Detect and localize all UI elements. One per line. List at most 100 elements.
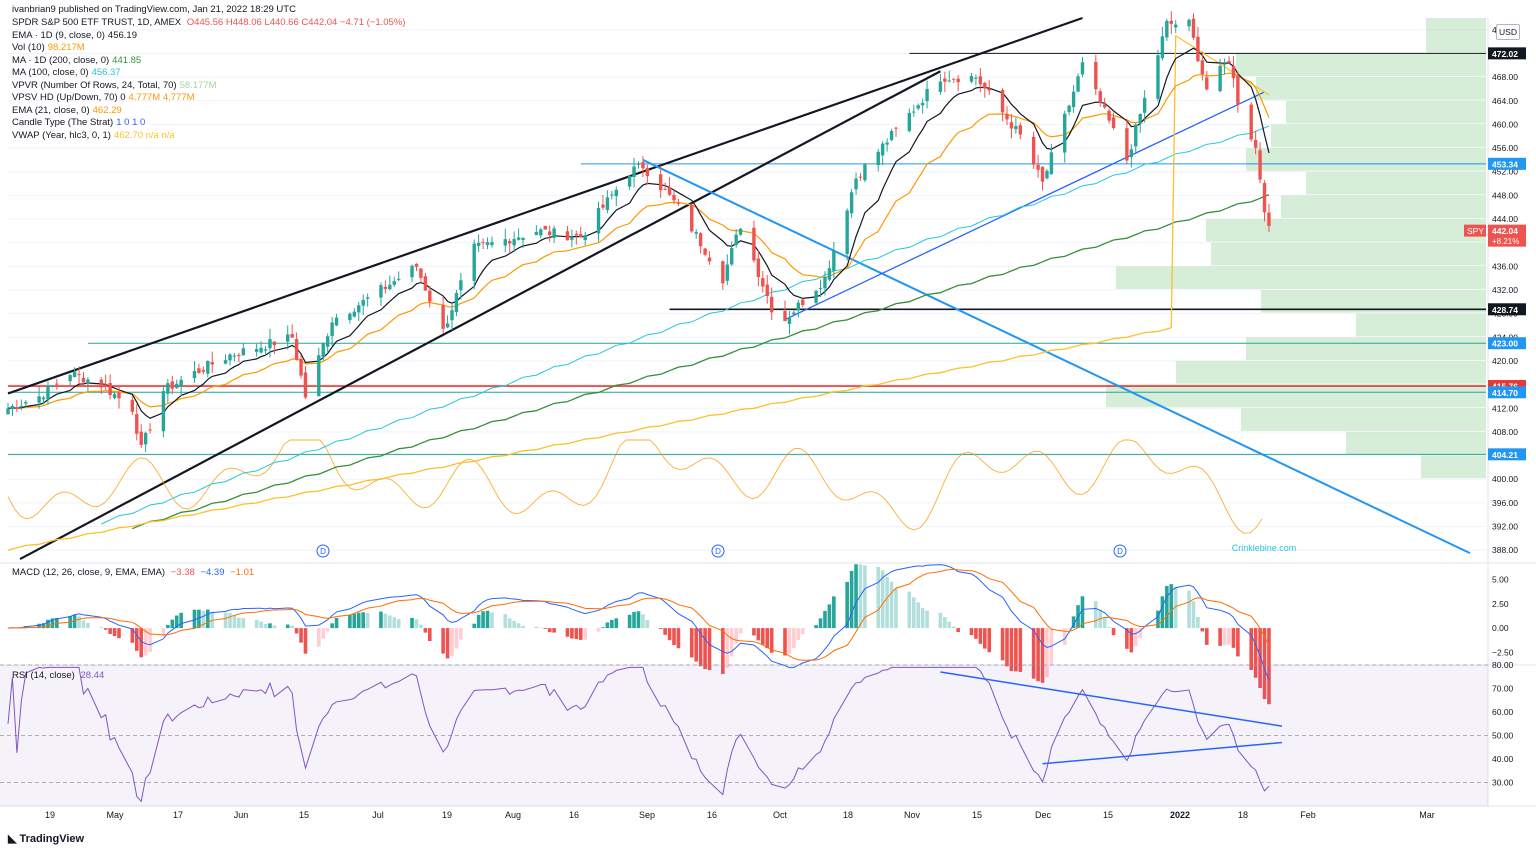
legend-ind-7[interactable]: Candle Type (The Strat) 1 0 1 0 xyxy=(12,117,405,130)
legend-ind-2[interactable]: MA · 1D (200, close, 0) 441.85 xyxy=(12,55,405,68)
candle-body xyxy=(237,355,241,357)
candle-body xyxy=(1200,60,1205,75)
macd-hist-bar xyxy=(849,570,854,629)
volume-profile-row xyxy=(1261,290,1486,313)
macd-hist-bar xyxy=(1160,596,1165,629)
dividend-letter: D xyxy=(1117,547,1123,556)
candle-body xyxy=(1063,113,1067,153)
macd-hist-bar xyxy=(832,596,836,629)
price-axis[interactable]: 476.00472.00468.00464.00460.00456.00452.… xyxy=(1464,25,1526,555)
dividend-letter: D xyxy=(320,547,326,556)
legend-symbol[interactable]: SPDR S&P 500 ETF TRUST, 1D, AMEX O445.56… xyxy=(12,17,405,30)
price-tick: 460.00 xyxy=(1492,119,1518,129)
ind-value: 98.217M xyxy=(47,42,85,53)
ind-name: VPSV HD (Up/Down, 70) 0 xyxy=(12,92,126,103)
legend-ind-0[interactable]: EMA · 1D (9, close, 0) 456.19 xyxy=(12,30,405,43)
tradingview-logo[interactable]: ◣ TradingView xyxy=(8,832,84,845)
macd-hist-bar xyxy=(570,628,574,639)
macd-hist-bar xyxy=(294,628,299,634)
rsi-label[interactable]: RSI (14, close) 28.44 xyxy=(12,670,104,681)
candle-body xyxy=(383,286,388,289)
legend-ind-1[interactable]: Vol (10) 98.217M xyxy=(12,42,405,55)
macd-hist-bar xyxy=(192,609,197,629)
macd-hist-bar xyxy=(1218,628,1222,646)
macd-hist-bar xyxy=(241,618,246,629)
time-axis[interactable]: 19 May 17 Jun 15 Jul 19 Aug 16 Sep 16 Oct 18 Nov 15 Dec… xyxy=(45,810,1435,820)
price-tick: 464.00 xyxy=(1492,96,1518,106)
rsi-tick: 50.00 xyxy=(1492,731,1514,741)
candle-body xyxy=(627,175,632,187)
candle-body xyxy=(232,355,237,357)
macd-panel[interactable]: 5.00 2.50 0.00 −2.50 xyxy=(6,564,1514,705)
macd-hist-bar xyxy=(987,628,992,653)
macd-hist-bar xyxy=(46,619,50,629)
macd-hist-bar xyxy=(880,570,885,629)
legend-ind-3[interactable]: MA (100, close, 0) 456.37 xyxy=(12,67,405,80)
candle-body xyxy=(907,112,912,132)
legend-ind-4[interactable]: VPVR (Number Of Rows, 24, Total, 70) 58.1… xyxy=(12,80,405,93)
macd-hist-bar xyxy=(707,628,712,671)
macd-hist-bar xyxy=(352,613,357,629)
macd-hist-bar xyxy=(379,611,383,629)
candle-body xyxy=(55,383,59,385)
candle-body xyxy=(472,243,476,281)
macd-hist-bar xyxy=(911,597,916,629)
candle-body xyxy=(41,397,46,400)
candle-body xyxy=(698,233,703,247)
legend-ind-6[interactable]: EMA (21, close, 0) 462.29 xyxy=(12,105,405,118)
candle-body xyxy=(858,176,863,178)
candle-body xyxy=(1045,170,1049,179)
candle-body xyxy=(365,297,370,299)
candle-body xyxy=(1138,113,1142,124)
candle-body xyxy=(1036,164,1040,170)
trend-lines xyxy=(7,16,1471,561)
macd-hist-bar xyxy=(1187,590,1191,629)
macd-hist-bar xyxy=(601,627,605,629)
macd-hist-bar xyxy=(1165,585,1169,629)
legend-ind-5[interactable]: VPSV HD (Up/Down, 70) 0 4.777M 4.777M xyxy=(12,92,405,105)
price-label: 428.74 xyxy=(1492,305,1518,315)
macd-hist-bar xyxy=(317,628,321,647)
volume-profile-row xyxy=(1346,431,1486,455)
candle-body xyxy=(459,280,463,291)
ma100-line xyxy=(100,125,1270,525)
candle-body xyxy=(1014,126,1018,130)
macd-hist-bar xyxy=(1253,628,1258,678)
candle-body xyxy=(476,242,481,246)
candle-body xyxy=(925,89,929,102)
macd-hist-bar xyxy=(547,628,552,633)
candle-body xyxy=(37,396,41,403)
currency-button[interactable]: USD xyxy=(1496,24,1520,40)
macd-label[interactable]: MACD (12, 26, close, 9, EMA, EMA) −3.38 … xyxy=(12,567,254,578)
candle-body xyxy=(268,339,272,349)
macd-hist-bar xyxy=(1009,628,1014,672)
candle-body xyxy=(854,178,858,190)
candle-body xyxy=(565,231,570,241)
candles[interactable] xyxy=(6,11,1271,452)
candle-body xyxy=(769,296,774,313)
candle-body xyxy=(1231,65,1236,79)
macd-tick: −2.50 xyxy=(1492,647,1514,657)
candle-body xyxy=(348,313,352,321)
macd-hist-bar xyxy=(983,628,987,649)
candle-body xyxy=(388,284,392,290)
macd-hist-bar xyxy=(490,612,494,629)
legend-ind-8[interactable]: VWAP (Year, hlc3, 0, 1) 462.70 n/a n/a xyxy=(12,130,405,143)
macd-hist-bar xyxy=(1036,628,1040,682)
price-label: 453.34 xyxy=(1492,159,1518,169)
macd-hist-bar xyxy=(206,609,210,629)
macd-hist-bar xyxy=(361,612,365,629)
macd-hist-bar xyxy=(179,612,183,629)
candle-body xyxy=(783,310,787,322)
candle-body xyxy=(1160,36,1165,59)
rsi-panel[interactable]: 80.00 70.00 60.00 50.00 40.00 30.00 xyxy=(0,660,1514,806)
dividend-markers[interactable]: D D D Crinklebine.com xyxy=(316,543,1296,558)
candle-body xyxy=(880,143,885,156)
candle-body xyxy=(730,248,734,265)
volume-profile-row xyxy=(1271,124,1486,148)
rsi-trend-upper xyxy=(940,671,1283,727)
candle-body xyxy=(1098,91,1102,103)
candle-body xyxy=(1040,166,1045,182)
time-tick: Dec xyxy=(1035,810,1052,820)
